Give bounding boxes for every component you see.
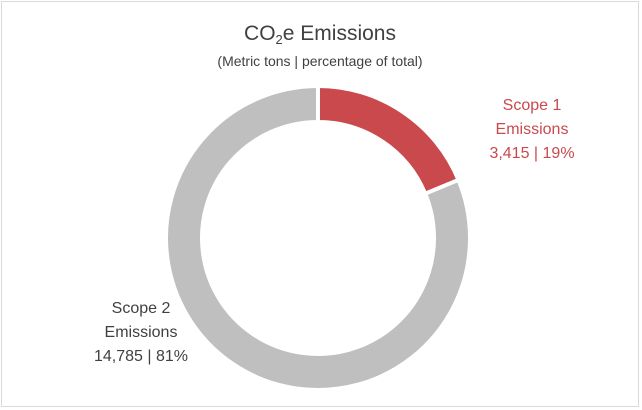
chart-title: CO2e Emissions <box>0 22 640 47</box>
scope2-data-label: Scope 2 Emissions 14,785 | 81% <box>76 297 206 369</box>
scope2-name-line2: Emissions <box>104 324 178 341</box>
title-suffix: e Emissions <box>282 22 396 45</box>
scope1-name-line2: Emissions <box>495 121 569 138</box>
scope1-name-line1: Scope 1 <box>502 97 562 114</box>
donut-segment-scope1 <box>316 83 462 197</box>
title-main: CO <box>244 22 276 45</box>
title-subscript: 2 <box>275 32 283 47</box>
scope1-data-label: Scope 1 Emissions 3,415 | 19% <box>468 94 596 166</box>
chart-subtitle: (Metric tons | percentage of total) <box>217 53 423 69</box>
scope1-value-label: 3,415 | 19% <box>489 145 575 162</box>
donut-segment-scope2 <box>164 83 472 392</box>
scope2-name-line1: Scope 2 <box>111 300 171 317</box>
scope2-value-label: 14,785 | 81% <box>93 348 188 365</box>
